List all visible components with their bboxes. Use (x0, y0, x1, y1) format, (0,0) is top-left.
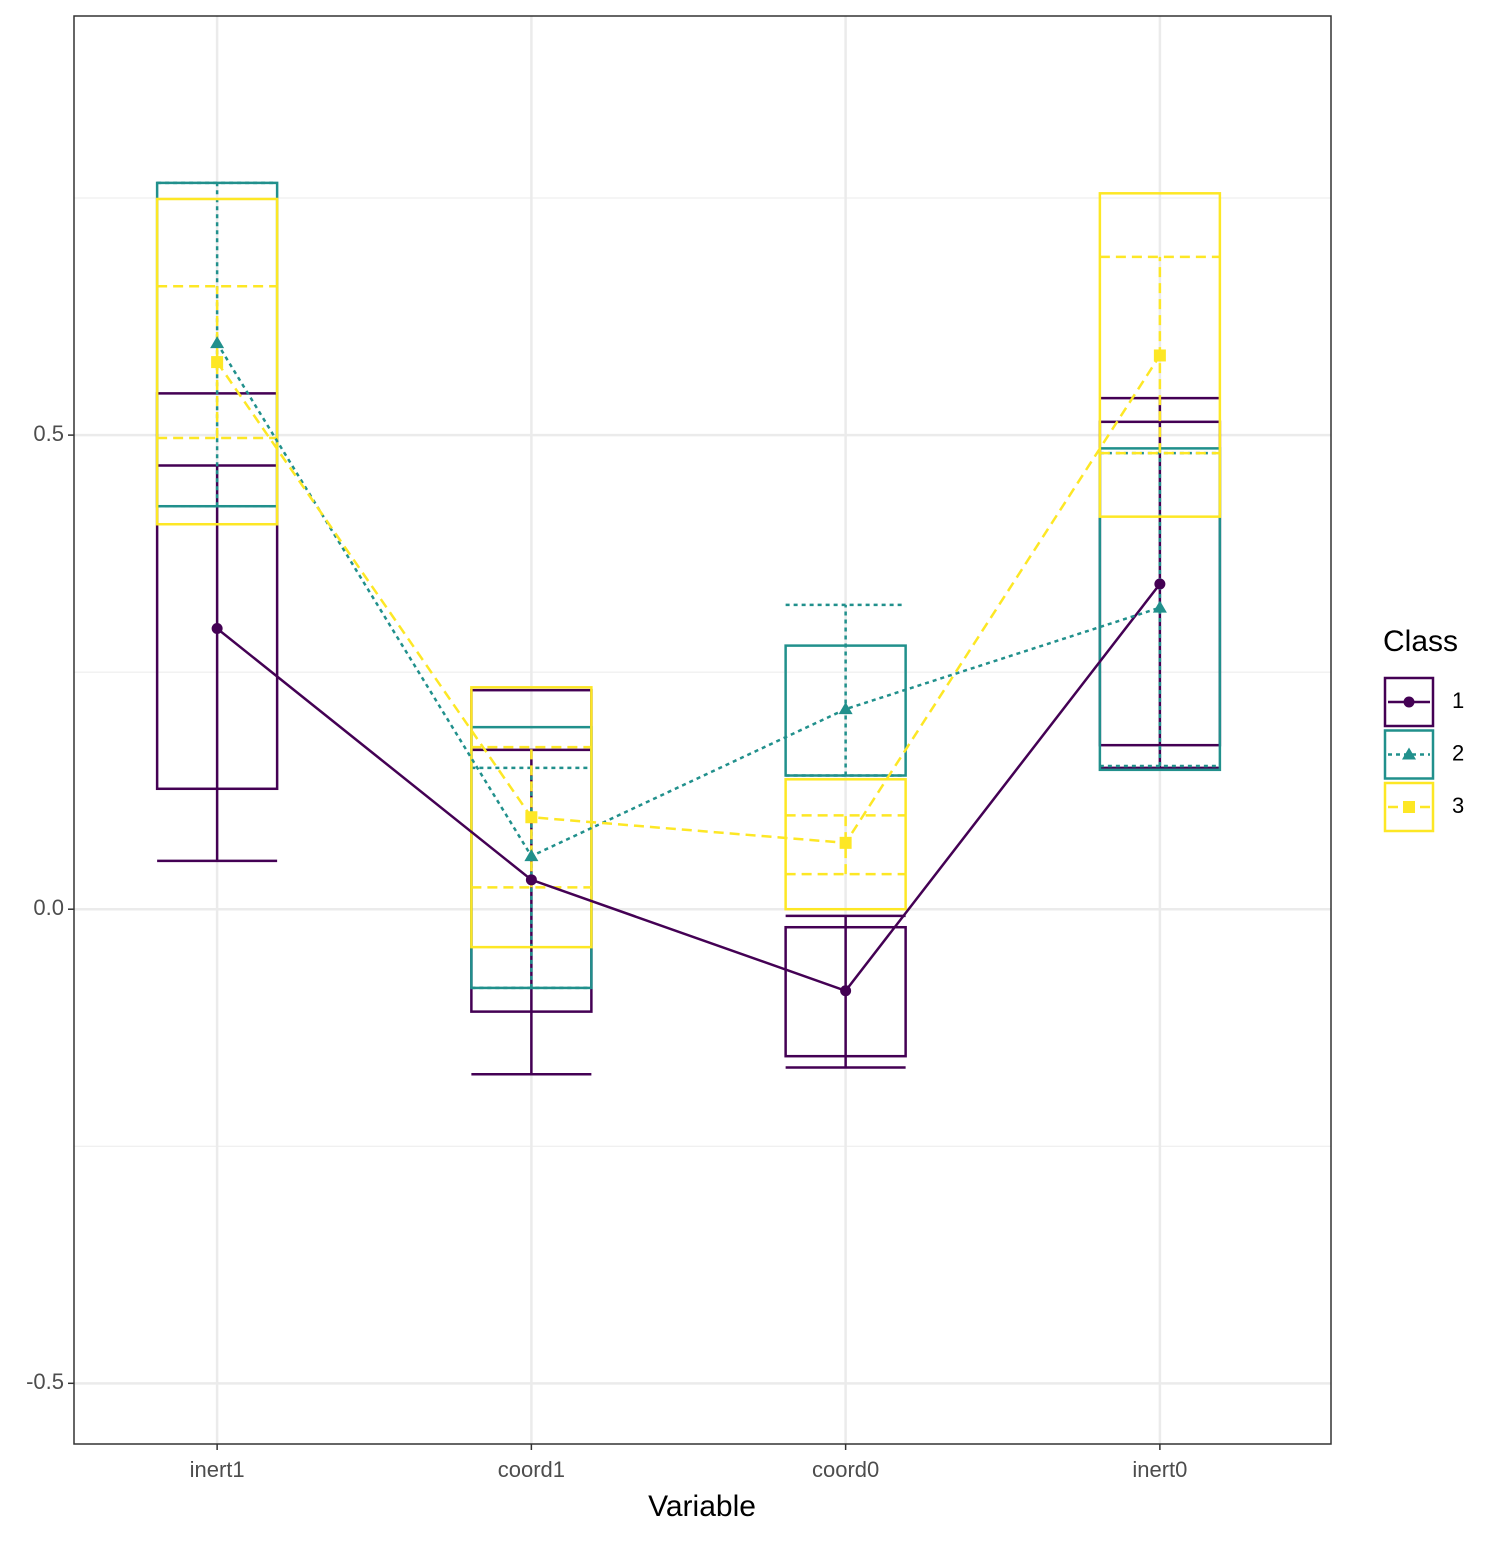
box (155, 197, 279, 526)
mean-marker (525, 874, 537, 886)
mean-marker (1152, 600, 1167, 613)
mean-marker (210, 336, 225, 349)
x-tick-label: inert0 (1132, 1457, 1187, 1482)
legend-key (1383, 781, 1435, 833)
mean-marker (1154, 578, 1166, 590)
y-tick-label: -0.5 (26, 1369, 64, 1394)
plot-border (73, 15, 1332, 1445)
mean-marker (524, 849, 539, 862)
mean-marker (839, 836, 852, 849)
mean-marker (211, 356, 224, 369)
mean-marker (840, 985, 852, 997)
legend-key (1383, 729, 1435, 780)
x-tick-label: inert1 (190, 1457, 245, 1482)
y-tick-label: 0.5 (33, 421, 64, 446)
mean-line (216, 342, 1161, 858)
legend-key (1383, 676, 1435, 728)
legend-marker (1403, 696, 1415, 708)
mean-marker (1153, 349, 1166, 362)
mean-marker (525, 811, 538, 824)
legend-marker (1402, 747, 1416, 760)
legend-marker (1403, 801, 1415, 813)
mean-line (216, 354, 1161, 845)
mean-marker (211, 623, 223, 635)
mean-line (216, 583, 1161, 993)
legend-label: 2 (1452, 740, 1464, 765)
legend-label: 1 (1452, 688, 1464, 713)
x-axis-label: Variable (648, 1490, 756, 1523)
box (1098, 192, 1222, 518)
x-tick-label: coord0 (812, 1457, 879, 1482)
box (784, 778, 907, 911)
mean-marker (838, 702, 853, 715)
y-tick-label: 0.0 (33, 895, 64, 920)
x-tick-label: coord1 (498, 1457, 565, 1482)
legend-label: 3 (1452, 793, 1464, 818)
box (470, 686, 593, 949)
legend-title: Class (1383, 625, 1458, 658)
